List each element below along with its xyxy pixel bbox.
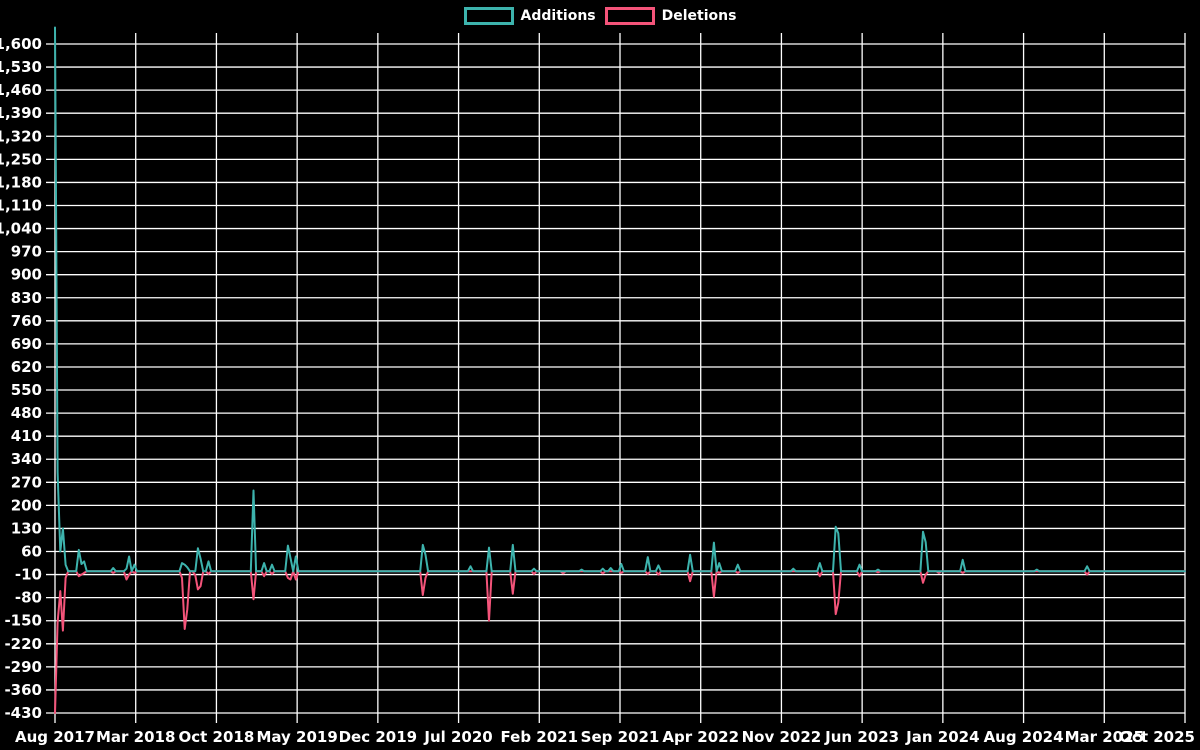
y-tick-label: 60 bbox=[21, 543, 42, 561]
y-tick-label: 1,180 bbox=[0, 173, 42, 191]
chart-legend: Additions Deletions bbox=[0, 7, 1200, 25]
additions-swatch-icon bbox=[463, 7, 514, 25]
y-tick-label: 1,460 bbox=[0, 81, 42, 99]
y-tick-label: 690 bbox=[11, 335, 42, 353]
y-tick-label: 1,530 bbox=[0, 58, 42, 76]
y-tick-label: 1,320 bbox=[0, 127, 42, 145]
y-tick-label: -430 bbox=[4, 704, 42, 722]
x-tick-label: Aug 2017 bbox=[15, 728, 95, 746]
x-tick-label: Dec 2019 bbox=[339, 728, 418, 746]
y-tick-label: 270 bbox=[11, 473, 42, 491]
y-tick-label: 1,250 bbox=[0, 150, 42, 168]
y-tick-label: 1,390 bbox=[0, 104, 42, 122]
y-tick-label: -150 bbox=[4, 612, 42, 630]
y-tick-label: 760 bbox=[11, 312, 42, 330]
x-tick-label: Oct 2025 bbox=[1119, 728, 1195, 746]
x-tick-label: Feb 2021 bbox=[501, 728, 579, 746]
y-tick-label: 340 bbox=[11, 450, 42, 468]
legend-item-deletions[interactable]: Deletions bbox=[604, 7, 737, 25]
y-tick-label: -360 bbox=[4, 681, 42, 699]
y-tick-label: 970 bbox=[11, 243, 42, 261]
legend-label-additions: Additions bbox=[520, 8, 596, 24]
x-tick-label: Jun 2023 bbox=[824, 728, 899, 746]
x-tick-label: Mar 2018 bbox=[96, 728, 175, 746]
y-tick-label: 130 bbox=[11, 519, 42, 537]
x-tick-label: Jan 2024 bbox=[905, 728, 979, 746]
x-tick-label: Nov 2022 bbox=[742, 728, 822, 746]
x-tick-label: Mar 2025 bbox=[1065, 728, 1144, 746]
y-tick-label: -80 bbox=[15, 589, 42, 607]
y-tick-label: 550 bbox=[11, 381, 42, 399]
x-tick-label: Oct 2018 bbox=[179, 728, 255, 746]
y-tick-label: -220 bbox=[4, 635, 42, 653]
y-tick-label: 1,040 bbox=[0, 220, 42, 238]
y-tick-label: 830 bbox=[11, 289, 42, 307]
y-tick-label: 900 bbox=[11, 266, 42, 284]
y-tick-label: -10 bbox=[15, 566, 42, 584]
legend-item-additions[interactable]: Additions bbox=[463, 7, 596, 25]
y-tick-label: 620 bbox=[11, 358, 42, 376]
legend-label-deletions: Deletions bbox=[661, 8, 737, 24]
y-tick-label: 480 bbox=[11, 404, 42, 422]
x-tick-label: May 2019 bbox=[256, 728, 337, 746]
x-tick-label: Aug 2024 bbox=[984, 728, 1064, 746]
y-tick-label: 1,600 bbox=[0, 35, 42, 53]
y-tick-label: 200 bbox=[11, 496, 42, 514]
y-tick-label: 1,110 bbox=[0, 196, 42, 214]
x-tick-label: Sep 2021 bbox=[581, 728, 660, 746]
y-tick-label: -290 bbox=[4, 658, 42, 676]
x-tick-label: Jul 2020 bbox=[423, 728, 492, 746]
y-tick-label: 410 bbox=[11, 427, 42, 445]
x-tick-label: Apr 2022 bbox=[662, 728, 739, 746]
deletions-swatch-icon bbox=[604, 7, 655, 25]
additions-line bbox=[54, 26, 1186, 573]
